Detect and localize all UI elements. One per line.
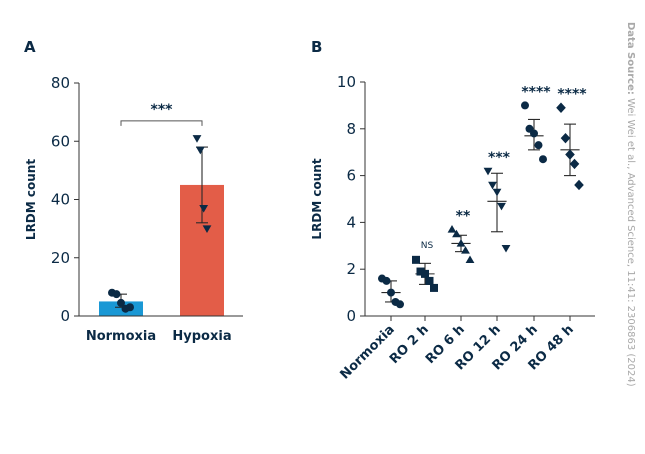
panel-a: A LRDM count 0 20 40 60 80 Normoxia Hypoxia *** [24, 38, 243, 344]
point-normoxia [112, 290, 121, 299]
point-ro-6-h [456, 239, 466, 247]
point-ro-48-h [556, 102, 566, 113]
point-normoxia [126, 303, 134, 312]
point-ro-48-h [560, 132, 571, 144]
significance-label: **** [521, 84, 551, 100]
y-tick-label: 20 [51, 249, 70, 267]
y-tick-label: 0 [346, 307, 356, 325]
point-ro-24-h [539, 155, 547, 164]
point-ro-12-h [497, 202, 506, 211]
point-ro-6-h [465, 255, 475, 264]
point-ro-24-h [530, 129, 538, 138]
point-ro-6-h [447, 225, 457, 233]
data-source-note: Data Source: Wei Wei et al., Advanced Sc… [625, 22, 636, 387]
point-hypoxia [192, 135, 202, 143]
data-source-label: Data Source: [625, 22, 636, 95]
point-ro-12-h [492, 188, 502, 197]
y-tick-label: 8 [346, 120, 356, 138]
point-hypoxia [199, 205, 209, 213]
point-ro-2-h [416, 267, 425, 276]
point-hypoxia [195, 146, 205, 155]
point-ro-48-h [565, 149, 575, 160]
point-normoxia [382, 276, 391, 285]
x-tick-label: Normoxia [86, 329, 156, 344]
y-tick-label: 80 [51, 74, 70, 92]
point-ro-12-h [483, 167, 493, 176]
y-tick-label: 4 [346, 213, 356, 231]
point-normoxia [396, 300, 404, 309]
point-ro-2-h [412, 255, 420, 264]
point-ro-6-h [461, 246, 470, 254]
data-source-citation: Wei Wei et al., Advanced Science, 11:41:… [625, 95, 636, 387]
point-hypoxia [202, 225, 212, 234]
y-axis-label: LRDM count [310, 158, 324, 239]
significance-label: *** [488, 150, 511, 166]
panel-letter-a: A [24, 38, 36, 56]
y-tick-label: 10 [337, 73, 356, 91]
point-ro-48-h [569, 158, 580, 170]
point-normoxia [117, 298, 125, 307]
significance-label: NS [421, 241, 434, 251]
point-normoxia [387, 288, 395, 297]
x-tick-label: Normoxia [337, 322, 397, 382]
point-ro-6-h [452, 229, 461, 238]
point-ro-2-h [430, 283, 438, 292]
significance-bracket [120, 120, 203, 126]
y-tick-label: 60 [51, 132, 70, 150]
significance-label: **** [557, 87, 587, 103]
point-ro-2-h [425, 276, 434, 285]
y-tick-label: 40 [51, 191, 70, 209]
panel-letter-b: B [311, 38, 322, 56]
point-ro-2-h [421, 269, 429, 278]
significance-label: *** [151, 102, 174, 118]
y-tick-label: 2 [346, 260, 356, 278]
point-ro-12-h [501, 244, 511, 253]
point-ro-24-h [534, 141, 543, 150]
point-ro-24-h [521, 101, 529, 110]
x-tick-label: Hypoxia [172, 329, 231, 344]
point-ro-48-h [574, 179, 584, 191]
point-ro-12-h [488, 181, 497, 190]
y-tick-label: 6 [346, 167, 356, 185]
y-axis-label: LRDM count [24, 159, 38, 240]
y-tick-label: 0 [60, 307, 70, 325]
significance-label: ** [456, 208, 471, 224]
